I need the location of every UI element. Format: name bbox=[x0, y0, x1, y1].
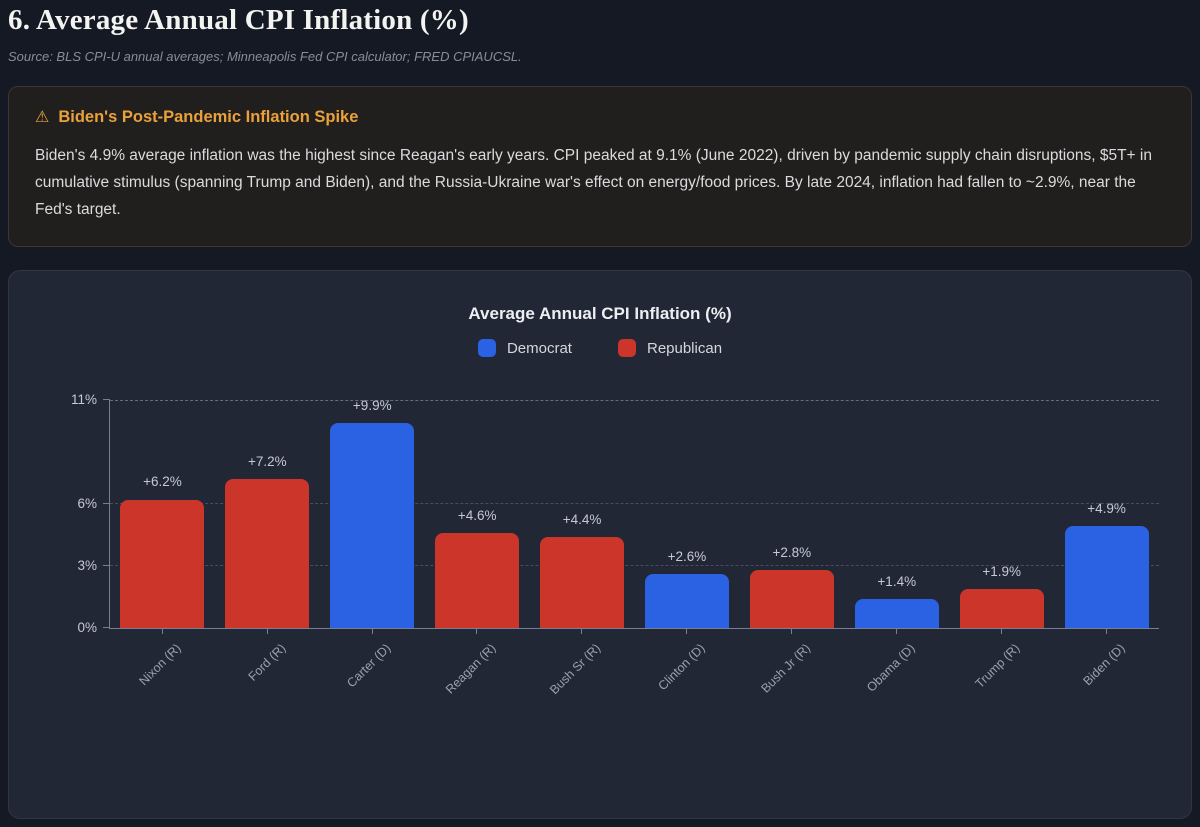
chart-bar-reagan-r bbox=[435, 532, 520, 628]
bar-value-label-bush-sr-r: +4.4% bbox=[562, 511, 602, 527]
y-tick-mark bbox=[103, 502, 110, 504]
x-tick-label-text: Obama (D) bbox=[864, 641, 918, 695]
y-tick-label: 3% bbox=[77, 557, 97, 573]
chart-bar-carter-d bbox=[330, 422, 415, 628]
x-tick-mark bbox=[791, 628, 793, 634]
x-tick-mark bbox=[1000, 628, 1002, 634]
y-tick-label: 11% bbox=[70, 392, 97, 407]
legend-label-republican: Republican bbox=[646, 339, 723, 357]
x-tick-mark bbox=[476, 628, 478, 634]
gridline-11 bbox=[110, 399, 1159, 401]
bar-value-label-ford-r: +7.2% bbox=[248, 453, 287, 469]
chart-bar-trump-r bbox=[959, 588, 1044, 628]
x-tick-mark bbox=[1105, 628, 1107, 634]
x-tick-label-text: Clinton (D) bbox=[655, 641, 708, 694]
gridline-3 bbox=[110, 565, 1159, 567]
chart-card: Average Annual CPI Inflation (%) Democra… bbox=[8, 270, 1192, 819]
chart-bar-ford-r bbox=[225, 478, 310, 628]
x-tick-label-text: Bush Sr (R) bbox=[546, 641, 603, 698]
legend-item-republican: Republican bbox=[617, 339, 723, 357]
x-tick-mark bbox=[161, 628, 163, 634]
warning-triangle-icon: ⚠ bbox=[35, 108, 50, 126]
y-tick-mark bbox=[103, 399, 110, 401]
legend-swatch-republican bbox=[617, 339, 636, 357]
bar-value-label-reagan-r: +4.6% bbox=[457, 507, 497, 523]
legend-item-democrat: Democrat bbox=[477, 339, 572, 357]
bar-value-label-carter-d: +9.9% bbox=[352, 397, 392, 413]
x-tick-label-text: Reagan (R) bbox=[442, 641, 499, 697]
callout-title-row: ⚠ Biden's Post-Pandemic Inflation Spike bbox=[35, 108, 1165, 127]
y-tick-label: 0% bbox=[77, 620, 97, 635]
source-note: Source: BLS CPI-U annual averages; Minne… bbox=[8, 49, 522, 64]
x-tick-mark bbox=[266, 628, 268, 634]
chart-bar-obama-d bbox=[854, 598, 939, 628]
x-tick-mark bbox=[371, 628, 373, 634]
y-tick-mark bbox=[103, 565, 110, 567]
plot-area: 0% 3% 6% 11% +6.2% Nixon (R) +7.2% Ford (R) +9.9… bbox=[71, 392, 1159, 697]
callout-body: Biden's 4.9% average inflation was the h… bbox=[35, 147, 1152, 218]
chart-bar-bush-sr-r bbox=[540, 536, 625, 628]
bar-value-label-biden-d: +4.9% bbox=[1087, 501, 1126, 517]
x-tick-label-text: Carter (D) bbox=[343, 641, 394, 691]
y-tick-mark bbox=[103, 627, 110, 629]
bar-value-label-bush-jr-r: +2.8% bbox=[772, 544, 812, 560]
page-title: 6. Average Annual CPI Inflation (%) bbox=[8, 4, 469, 36]
chart-bar-nixon-r bbox=[120, 499, 205, 628]
bar-value-label-nixon-r: +6.2% bbox=[143, 474, 182, 490]
x-tick-label-text: Bush Jr (R) bbox=[758, 641, 813, 696]
x-tick-label-text: Ford (R) bbox=[245, 641, 289, 684]
warning-callout: ⚠ Biden's Post-Pandemic Inflation Spike … bbox=[8, 86, 1192, 247]
gridline-6 bbox=[110, 503, 1159, 505]
bar-value-label-clinton-d: +2.6% bbox=[667, 549, 707, 565]
x-tick-mark bbox=[581, 628, 583, 634]
y-tick-label: 6% bbox=[77, 495, 97, 511]
legend-swatch-democrat bbox=[477, 339, 496, 357]
chart-bar-biden-d bbox=[1064, 526, 1149, 628]
callout-title: Biden's Post-Pandemic Inflation Spike bbox=[58, 108, 359, 126]
x-tick-mark bbox=[686, 628, 688, 634]
bar-value-label-trump-r: +1.9% bbox=[982, 563, 1021, 579]
chart-bar-bush-jr-r bbox=[749, 569, 834, 628]
chart-title: Average Annual CPI Inflation (%) bbox=[468, 304, 732, 323]
x-tick-label-text: Nixon (R) bbox=[136, 641, 184, 689]
bar-value-label-obama-d: +1.4% bbox=[877, 573, 917, 589]
x-tick-label-text: Biden (D) bbox=[1080, 641, 1128, 689]
x-tick-mark bbox=[896, 628, 897, 634]
legend-label-democrat: Democrat bbox=[506, 339, 572, 357]
chart-legend: Democrat Republican bbox=[9, 339, 1191, 357]
chart-bar-clinton-d bbox=[644, 574, 729, 628]
x-tick-label-text: Trump (R) bbox=[972, 641, 1023, 691]
